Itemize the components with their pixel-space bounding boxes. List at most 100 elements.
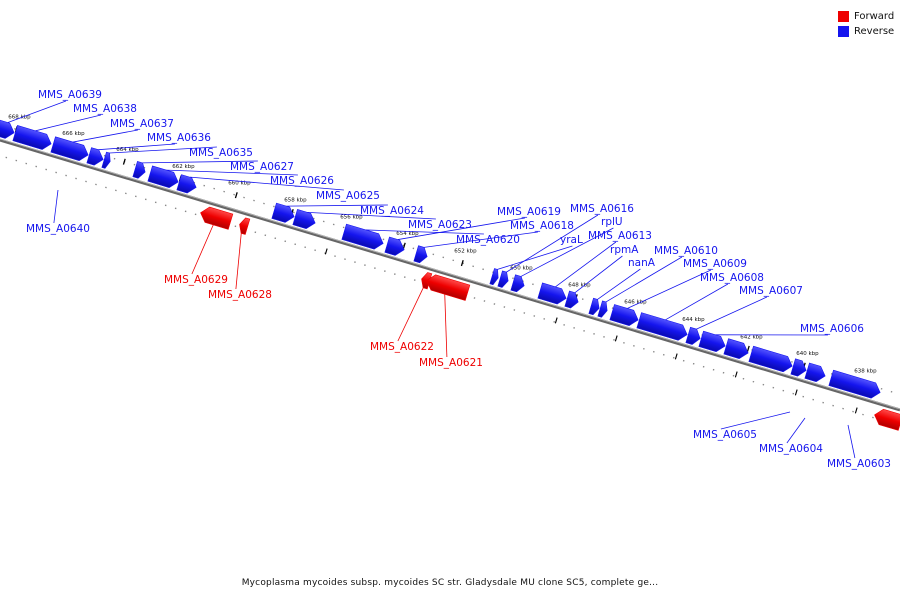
gene-label[interactable]: MMS_A0638 [73, 103, 137, 115]
gene-leader-line [98, 143, 175, 151]
gene-label[interactable]: MMS_A0636 [147, 132, 211, 144]
gene-arrow[interactable] [12, 125, 54, 151]
gene-arrow-shape [588, 297, 600, 316]
gene-arrow-shape [874, 408, 900, 431]
gene-label[interactable]: MMS_A0610 [654, 245, 718, 257]
gene-label[interactable]: MMS_A0616 [570, 203, 634, 215]
gene-label[interactable]: MMS_A0606 [800, 323, 864, 335]
gene-label[interactable]: MMS_A0618 [510, 220, 574, 232]
scale-tick-label: 664 kbp [116, 147, 139, 153]
minor-scale-tick [674, 353, 678, 360]
gene-arrow[interactable] [828, 369, 883, 400]
gene-arrow[interactable] [564, 290, 581, 310]
gene-arrow[interactable] [198, 205, 234, 230]
gene-label[interactable]: MMS_A0621 [419, 357, 483, 369]
scale-tick-label: 666 kbp [62, 131, 85, 137]
gene-arrow-shape [790, 358, 807, 377]
gene-arrow[interactable] [790, 358, 809, 378]
gene-arrow-shape [200, 206, 234, 230]
gene-label[interactable]: rplU [601, 216, 623, 228]
gene-label[interactable]: rpmA [610, 244, 639, 256]
scale-tick [746, 345, 750, 352]
gene-arrow[interactable] [872, 407, 900, 431]
gene-leader-line [497, 245, 573, 270]
gene-leader-line [605, 256, 683, 303]
gene-arrow[interactable] [489, 268, 501, 286]
gene-arrow[interactable] [685, 326, 703, 346]
gene-label[interactable]: MMS_A0607 [739, 285, 803, 297]
scale-tick-label: 660 kbp [228, 181, 251, 187]
sequence-backbone [0, 138, 900, 412]
gene-label[interactable]: nanA [628, 257, 656, 269]
gene-arrow-shape [804, 362, 826, 383]
gene-arrow[interactable] [147, 165, 181, 190]
gene-label[interactable]: MMS_A0605 [693, 429, 757, 441]
gene-arrow-shape [510, 274, 525, 293]
gene-arrow[interactable] [237, 217, 251, 235]
gene-leader-line [423, 231, 538, 248]
gene-label[interactable]: MMS_A0622 [370, 341, 434, 353]
gene-leader-line [696, 296, 768, 330]
gene-arrow-shape [413, 245, 428, 264]
gene-leader-line [444, 294, 448, 358]
gene-arrow[interactable] [341, 223, 386, 251]
gene-label[interactable]: MMS_A0637 [110, 118, 174, 130]
gene-arrow[interactable] [723, 338, 751, 361]
gene-label[interactable]: MMS_A0624 [360, 205, 424, 217]
gene-leader-line [520, 227, 614, 277]
gene-arrow[interactable] [588, 297, 602, 316]
legend-forward-swatch [838, 10, 849, 22]
gene-label[interactable]: MMS_A0626 [270, 175, 334, 187]
gene-leader-line [597, 268, 641, 300]
minor-scale-tick [734, 371, 738, 378]
minor-scale-tick [324, 248, 328, 255]
gene-label[interactable]: MMS_A0629 [164, 274, 228, 286]
gene-arrow[interactable] [597, 300, 610, 318]
gene-label[interactable]: MMS_A0604 [759, 443, 823, 455]
gene-label[interactable]: MMS_A0625 [316, 190, 380, 202]
gene-arrow[interactable] [510, 274, 527, 294]
gene-arrow-shape [489, 268, 499, 286]
gene-label[interactable]: MMS_A0640 [26, 223, 90, 235]
gene-arrow[interactable] [413, 245, 430, 265]
gene-arrow-shape [341, 223, 384, 250]
gene-label[interactable]: MMS_A0635 [189, 147, 253, 159]
gene-arrow[interactable] [101, 151, 113, 169]
scale-tick-label: 646 kbp [624, 299, 647, 305]
legend-reverse: Reverse [838, 25, 894, 37]
gene-label[interactable]: MMS_A0608 [700, 272, 764, 284]
reverse-strand-guide [0, 154, 896, 426]
gene-arrow[interactable] [50, 136, 91, 163]
gene-arrow[interactable] [384, 236, 407, 257]
scale-tick [234, 192, 238, 199]
gene-arrow[interactable] [132, 161, 148, 179]
gene-arrow-shape [723, 338, 749, 359]
legend-reverse-swatch [838, 25, 849, 37]
gene-arrow[interactable] [537, 282, 569, 306]
gene-arrow[interactable] [748, 345, 795, 374]
gene-arrow[interactable] [86, 147, 106, 168]
gene-label[interactable]: MMS_A0628 [208, 289, 272, 301]
gene-label[interactable]: MMS_A0639 [38, 89, 102, 101]
gene-arrow[interactable] [804, 362, 828, 384]
gene-leader-line [847, 424, 856, 459]
gene-label[interactable]: MMS_A0620 [456, 234, 520, 246]
gene-arrow[interactable] [698, 330, 728, 354]
legend-forward: Forward [838, 10, 894, 22]
gene-arrow[interactable] [497, 270, 511, 289]
gene-label[interactable]: MMS_A0613 [588, 230, 652, 242]
scale-tick-label: 656 kbp [340, 214, 363, 220]
gene-label[interactable]: yraL [560, 234, 583, 246]
gene-label[interactable]: MMS_A0623 [408, 219, 472, 231]
gene-label[interactable]: MMS_A0609 [683, 258, 747, 270]
gene-arrow[interactable] [609, 304, 641, 328]
gene-label[interactable]: MMS_A0619 [497, 206, 561, 218]
gene-label[interactable]: MMS_A0627 [230, 161, 294, 173]
gene-arrow[interactable] [424, 273, 471, 301]
gene-arrow-shape [50, 136, 89, 161]
gene-leader-line [235, 233, 242, 290]
gene-leader-line [720, 411, 791, 430]
scale-tick-label: 650 kbp [510, 265, 533, 271]
gene-arrow[interactable] [636, 312, 690, 343]
gene-label[interactable]: MMS_A0603 [827, 458, 891, 470]
